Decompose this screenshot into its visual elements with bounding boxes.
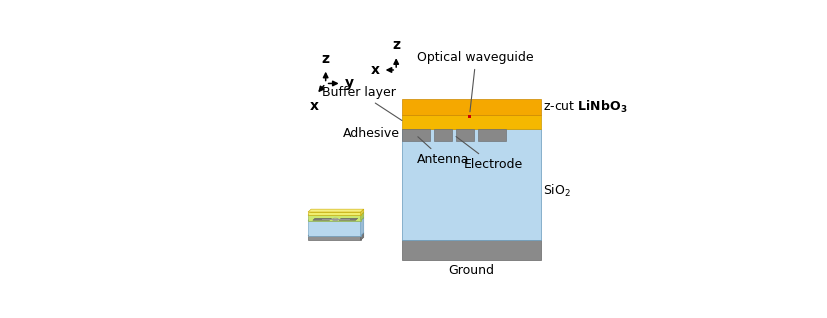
Polygon shape	[308, 212, 363, 215]
Polygon shape	[361, 212, 363, 221]
Bar	[401, 129, 541, 240]
Text: z: z	[392, 38, 399, 52]
Bar	[455, 129, 473, 141]
Text: z: z	[321, 52, 329, 66]
Polygon shape	[361, 218, 363, 236]
Text: x: x	[309, 99, 318, 113]
Text: Adhesive: Adhesive	[342, 127, 399, 140]
Polygon shape	[308, 236, 361, 240]
Text: x: x	[370, 63, 379, 77]
Polygon shape	[308, 218, 363, 221]
Text: Buffer layer: Buffer layer	[322, 86, 401, 121]
Bar	[477, 129, 505, 141]
Polygon shape	[338, 218, 357, 220]
Polygon shape	[308, 221, 361, 236]
Bar	[401, 115, 541, 129]
Polygon shape	[361, 209, 363, 215]
Bar	[401, 129, 429, 141]
Text: y: y	[344, 76, 353, 90]
Bar	[433, 129, 452, 141]
Polygon shape	[308, 209, 363, 212]
Text: SiO$_2$: SiO$_2$	[543, 183, 571, 199]
Text: Antenna: Antenna	[417, 137, 469, 166]
Polygon shape	[308, 212, 361, 215]
Text: Optical waveguide: Optical waveguide	[417, 51, 533, 112]
Polygon shape	[313, 218, 331, 220]
Polygon shape	[308, 233, 363, 236]
Text: Ground: Ground	[448, 264, 494, 277]
Text: Electrode: Electrode	[456, 136, 522, 171]
Text: z-cut $\mathbf{LiNbO_3}$: z-cut $\mathbf{LiNbO_3}$	[543, 99, 627, 115]
Bar	[467, 115, 471, 118]
Polygon shape	[308, 215, 361, 221]
Bar	[401, 99, 541, 115]
Bar	[401, 240, 541, 260]
Polygon shape	[361, 233, 363, 240]
